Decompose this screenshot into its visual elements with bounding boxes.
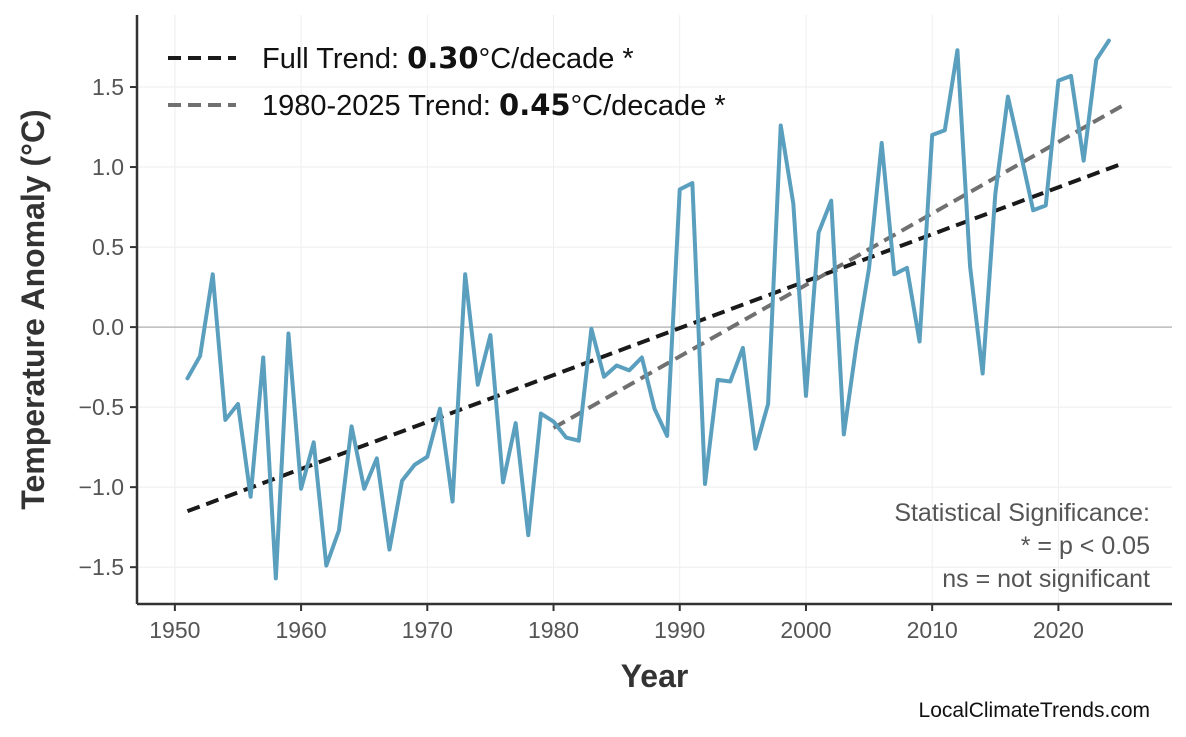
trend-line-1 [552, 104, 1123, 430]
y-tick-label: −1.5 [79, 554, 124, 580]
significance-note-line: Statistical Significance: [894, 499, 1150, 527]
y-axis-title: Temperature Anomaly (°C) [15, 109, 51, 509]
x-tick-label: 2000 [780, 617, 831, 643]
x-axis-title: Year [621, 658, 689, 694]
y-tick-label: 1.0 [92, 154, 124, 180]
trend-line-0 [186, 161, 1123, 514]
significance-note-line: * = p < 0.05 [1021, 532, 1150, 560]
y-tick-label: −1.0 [79, 474, 124, 500]
x-tick-label: 1990 [654, 617, 705, 643]
significance-note-line: ns = not significant [942, 565, 1150, 593]
x-tick-label: 2020 [1033, 617, 1084, 643]
y-axis-ticks: −1.5 −1.0 −0.5 0.0 0.5 1.0 1.5 [79, 74, 137, 580]
x-axis-ticks: 1950 1960 1970 1980 1990 2000 2010 2020 [149, 604, 1084, 643]
y-tick-label: 0.0 [92, 314, 124, 340]
legend-label-prefix: 1980-2025 Trend: [262, 90, 499, 122]
legend-trend-value: 0.45 [499, 88, 571, 122]
y-tick-label: −0.5 [79, 394, 124, 420]
legend-label-suffix: °C/decade * [571, 90, 726, 122]
series-line-anomaly [185, 38, 1111, 581]
legend-label-suffix: °C/decade * [479, 43, 634, 75]
legend-label-prefix: Full Trend: [262, 43, 407, 75]
legend-label-0: Full Trend: 0.30°C/decade * [262, 41, 634, 75]
x-tick-label: 1970 [402, 617, 453, 643]
x-tick-label: 1950 [149, 617, 200, 643]
significance-note: Statistical Significance: * = p < 0.05 ns … [894, 499, 1150, 593]
x-tick-label: 1960 [275, 617, 326, 643]
legend: Full Trend: 0.30°C/decade *1980-2025 Tre… [168, 41, 726, 122]
x-tick-label: 1980 [528, 617, 579, 643]
x-tick-label: 2010 [907, 617, 958, 643]
credit-text: LocalClimateTrends.com [919, 699, 1150, 722]
legend-label-1: 1980-2025 Trend: 0.45°C/decade * [262, 88, 726, 122]
y-tick-label: 1.5 [92, 74, 124, 100]
axes [135, 15, 1172, 606]
legend-trend-value: 0.30 [407, 41, 479, 75]
y-tick-label: 0.5 [92, 234, 124, 260]
